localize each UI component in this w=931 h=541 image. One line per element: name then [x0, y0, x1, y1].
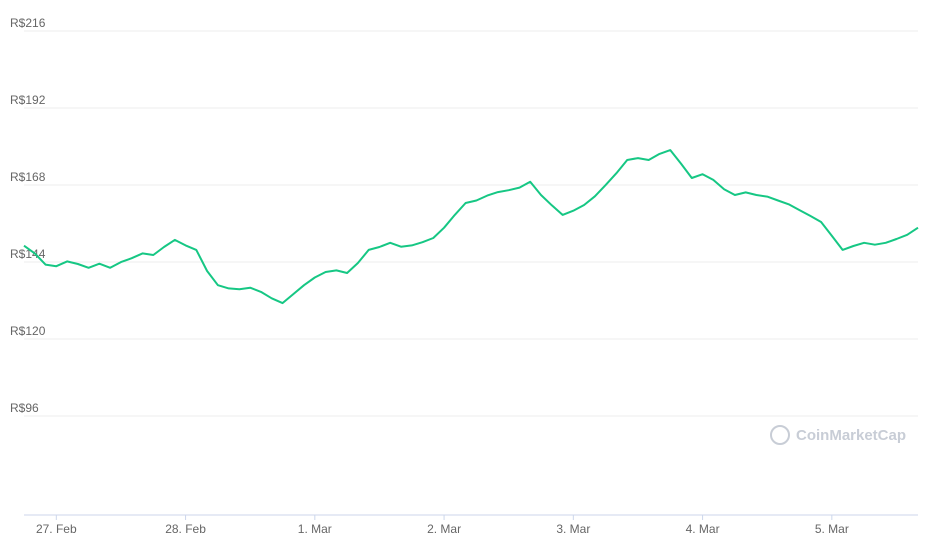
x-tick-label: 2. Mar: [427, 522, 461, 536]
x-tick-label: 3. Mar: [556, 522, 590, 536]
y-tick-label: R$120: [10, 324, 46, 338]
x-tick-label: 4. Mar: [686, 522, 720, 536]
x-tick-label: 5. Mar: [815, 522, 849, 536]
y-tick-label: R$216: [10, 16, 46, 30]
y-tick-label: R$144: [10, 247, 46, 261]
x-tick-label: 27. Feb: [36, 522, 77, 536]
watermark: CoinMarketCap: [770, 425, 906, 445]
watermark-logo: [770, 425, 790, 445]
watermark-text: CoinMarketCap: [796, 427, 906, 444]
y-tick-label: R$192: [10, 93, 46, 107]
x-tick-label: 1. Mar: [298, 522, 332, 536]
y-tick-label: R$168: [10, 170, 46, 184]
y-tick-label: R$96: [10, 401, 39, 415]
price-line: [23, 149, 919, 305]
x-tick-label: 28. Feb: [165, 522, 206, 536]
